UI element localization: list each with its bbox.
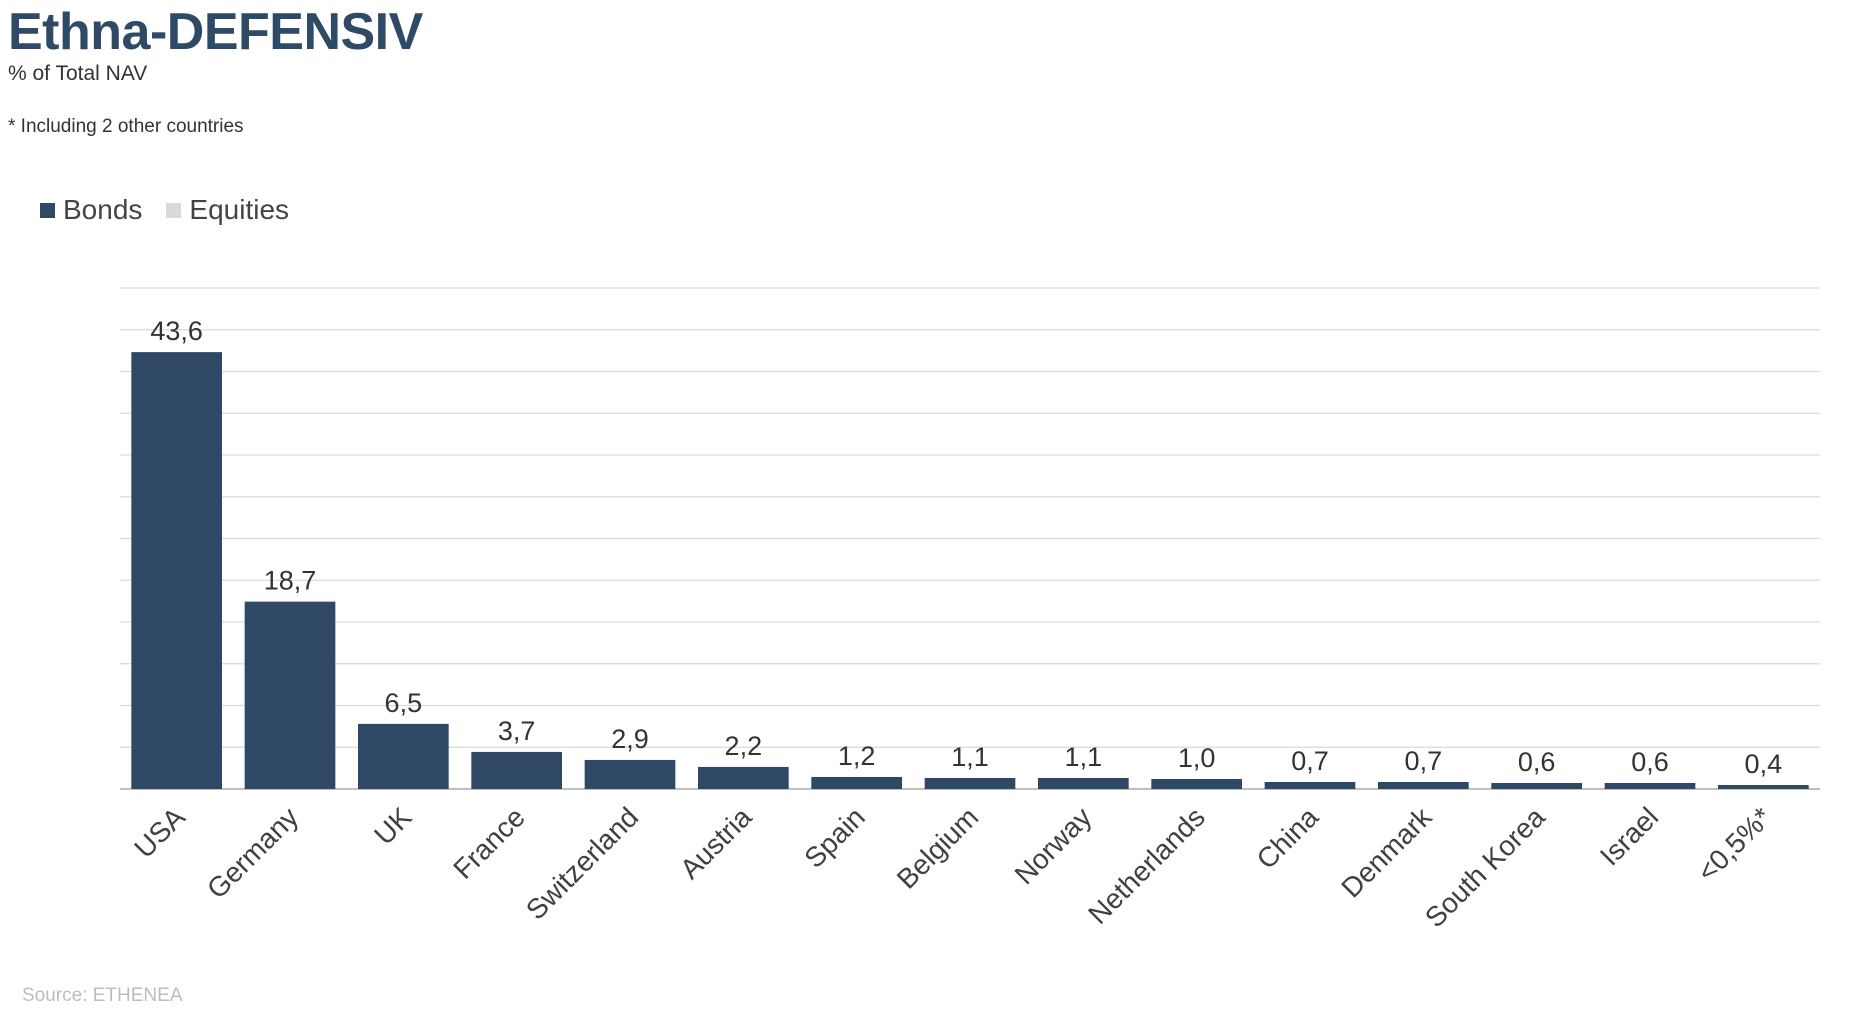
bar-3[interactable] xyxy=(471,751,562,789)
x-tick-label-4: Switzerland xyxy=(520,801,644,925)
x-tick-label-14: <0,5%* xyxy=(1691,801,1777,887)
x-tick-label-9: Netherlands xyxy=(1082,801,1211,930)
data-label-11: 0,7 xyxy=(1405,746,1443,776)
chart-footnote: * Including 2 other countries xyxy=(8,116,244,137)
bar-2[interactable] xyxy=(358,723,449,789)
data-label-1: 18,7 xyxy=(264,566,317,596)
data-label-14: 0,4 xyxy=(1745,749,1783,779)
x-tick-label-2: UK xyxy=(368,801,418,851)
legend-label-bonds: Bonds xyxy=(63,194,143,225)
data-label-7: 1,1 xyxy=(951,742,989,772)
x-tick-label-7: Belgium xyxy=(891,801,984,894)
bar-14[interactable] xyxy=(1718,784,1809,789)
x-tick-label-0: USA xyxy=(128,801,191,864)
x-tick-label-5: Austria xyxy=(674,801,758,885)
bar-12[interactable] xyxy=(1491,782,1582,789)
bar-6[interactable] xyxy=(811,776,902,789)
chart-data-labels: 43,6 18,7 6,5 3,7 2,9 2,2 1,2 1,1 1,1 1,0 0,7 0,7 0,… xyxy=(150,316,1782,779)
data-label-4: 2,9 xyxy=(611,724,649,754)
chart-subtitle: % of Total NAV xyxy=(8,62,148,85)
x-tick-label-3: France xyxy=(447,801,531,885)
bar-5[interactable] xyxy=(698,766,789,789)
bar-7[interactable] xyxy=(924,777,1016,789)
chart-gridlines xyxy=(120,287,1820,790)
bar-8[interactable] xyxy=(1038,777,1129,789)
data-label-3: 3,7 xyxy=(498,716,536,746)
x-tick-label-10: China xyxy=(1251,801,1325,875)
bar-0[interactable] xyxy=(131,352,222,789)
bar-1[interactable] xyxy=(244,601,336,789)
legend-item-equities[interactable]: Equities xyxy=(166,194,289,226)
x-tick-label-11: Denmark xyxy=(1335,801,1438,904)
data-label-8: 1,1 xyxy=(1065,742,1103,772)
bar-13[interactable] xyxy=(1604,782,1696,789)
data-label-13: 0,6 xyxy=(1631,747,1669,777)
page-title: Ethna-DEFENSIV xyxy=(8,3,423,61)
x-tick-label-12: South Korea xyxy=(1419,801,1551,933)
x-tick-label-6: Spain xyxy=(798,801,871,874)
chart-source: Source: ETHENEA xyxy=(22,985,183,1006)
data-label-6: 1,2 xyxy=(838,741,876,771)
bar-4[interactable] xyxy=(584,759,676,789)
legend-item-bonds[interactable]: Bonds xyxy=(40,194,142,226)
bar-11[interactable] xyxy=(1378,781,1469,789)
chart-legend: Bonds Equities xyxy=(40,194,313,226)
data-label-0: 43,6 xyxy=(150,316,203,346)
data-label-2: 6,5 xyxy=(385,688,423,718)
legend-swatch-bonds xyxy=(40,202,55,218)
legend-label-equities: Equities xyxy=(189,194,290,225)
data-label-5: 2,2 xyxy=(725,731,763,761)
data-label-10: 0,7 xyxy=(1291,746,1329,776)
x-tick-label-8: Norway xyxy=(1009,801,1098,890)
x-tick-label-1: Germany xyxy=(201,801,304,904)
legend-swatch-equities xyxy=(166,202,182,218)
bar-10[interactable] xyxy=(1264,781,1356,789)
x-tick-label-13: Israel xyxy=(1594,801,1664,871)
bar-9[interactable] xyxy=(1151,778,1242,789)
data-label-12: 0,6 xyxy=(1518,747,1556,777)
data-label-9: 1,0 xyxy=(1178,743,1216,773)
chart-bars xyxy=(131,352,1809,789)
